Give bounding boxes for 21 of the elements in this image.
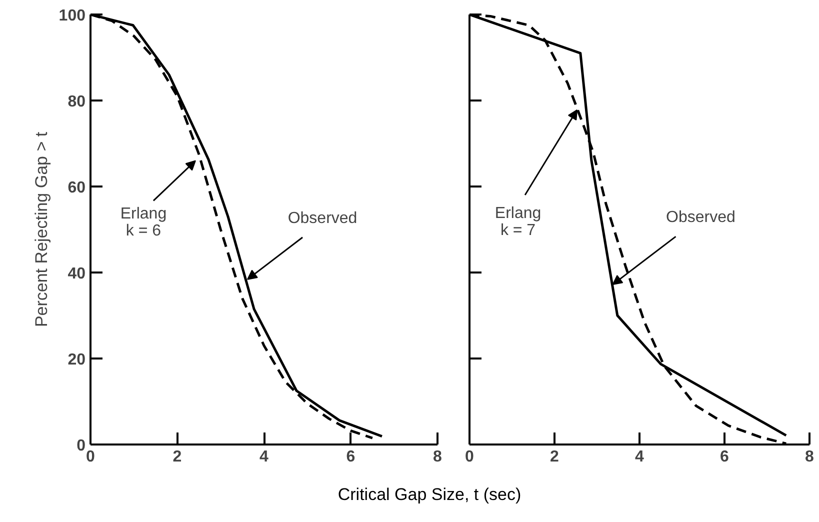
x-tick-label: 8 — [433, 448, 442, 466]
annotation: Observed — [666, 209, 736, 226]
x-tick-label: 6 — [720, 448, 730, 466]
annotation: Observed — [288, 210, 358, 227]
x-tick-label: 6 — [346, 448, 356, 466]
x-tick-label: 2 — [172, 448, 182, 466]
x-tick-label: 4 — [635, 448, 644, 466]
annotation: Erlang k = 7 — [494, 204, 542, 239]
x-tick-label: 2 — [550, 448, 560, 466]
y-tick-label: 40 — [68, 266, 86, 282]
y-tick-label: 100 — [58, 8, 86, 24]
x-tick-label: 8 — [805, 448, 814, 466]
y-tick-label: 20 — [68, 352, 86, 368]
y-tick-label: 0 — [76, 438, 86, 454]
y-tick-label: 80 — [68, 94, 86, 110]
y-tick-label: 60 — [68, 180, 86, 196]
y-axis-title: Percent Rejecting Gap > t — [32, 132, 51, 328]
annotation: Erlang k = 6 — [120, 206, 167, 240]
x-tick-label: 0 — [465, 448, 474, 466]
x-tick-label: 4 — [260, 448, 269, 466]
x-axis-title: Critical Gap Size, t (sec) — [338, 484, 522, 506]
